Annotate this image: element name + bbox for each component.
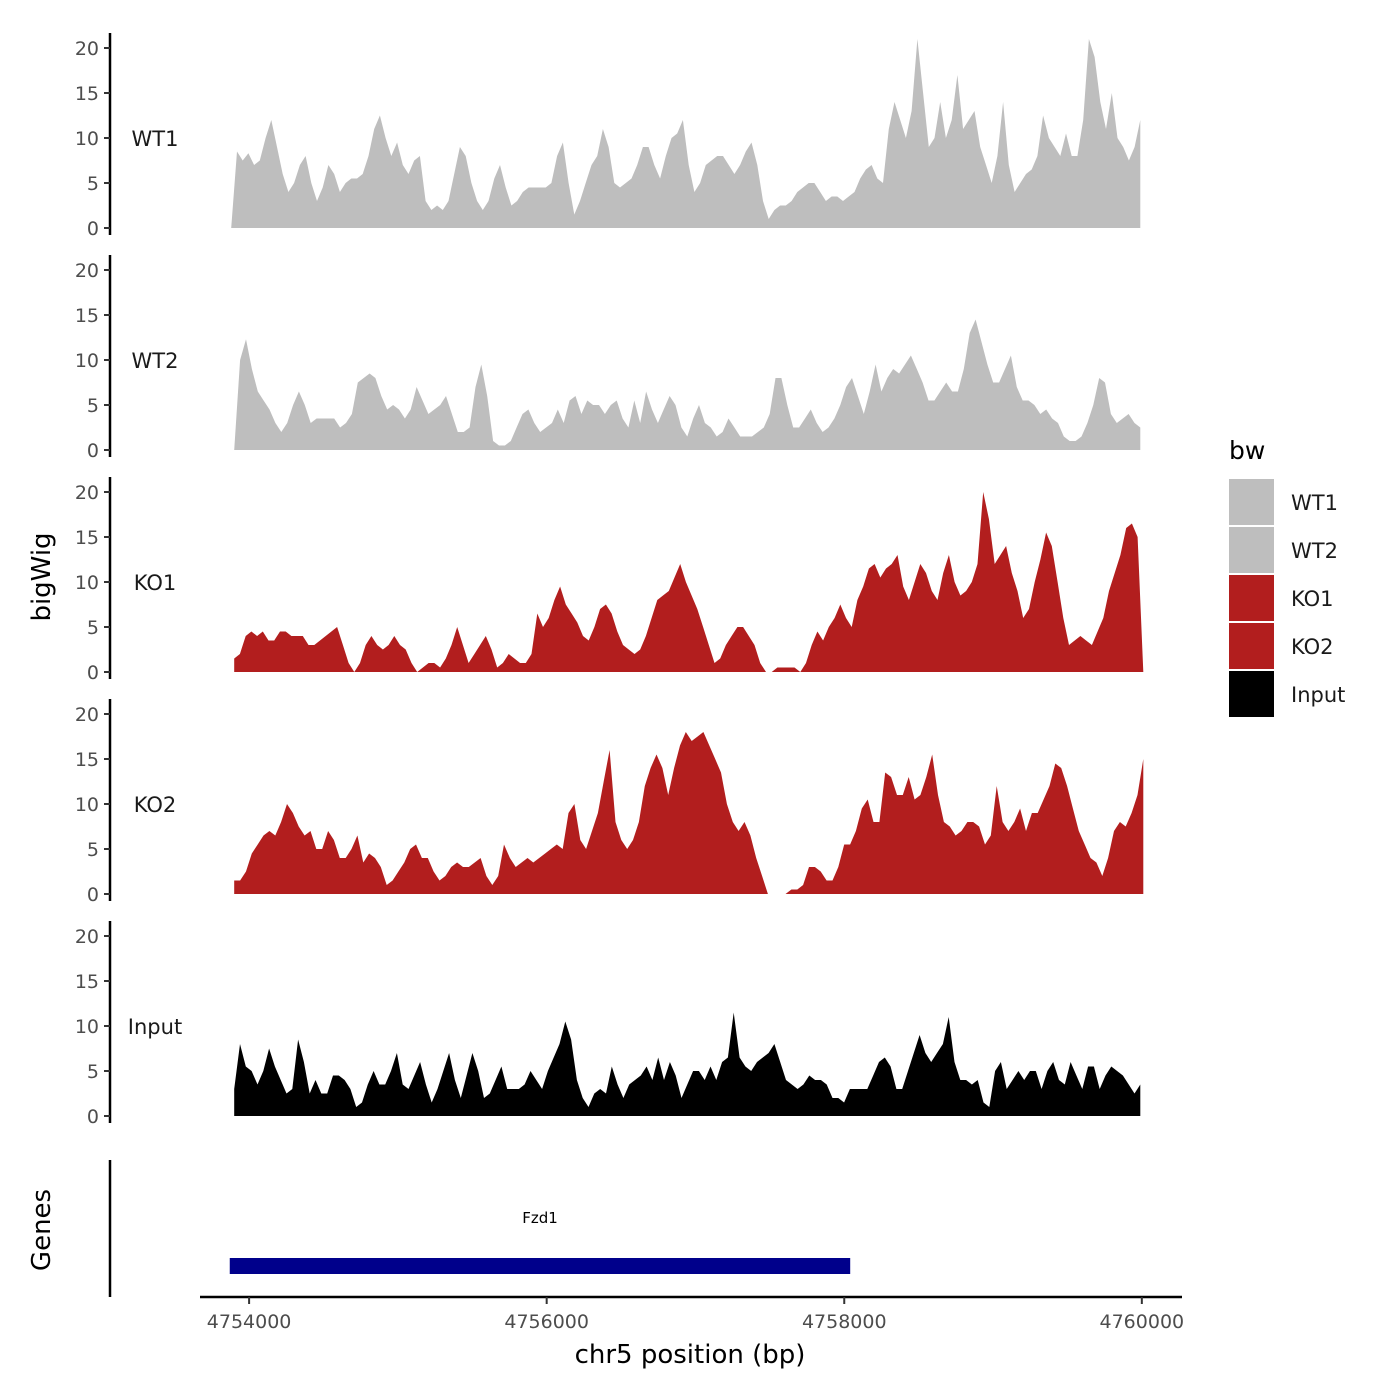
legend-title: bw bbox=[1229, 436, 1265, 465]
tracks-layer: 0 5 10 15 20 WT1 0 5 10 15 20 WT2 0 5 10 15 20 KO1 0 5 10 15 2… bbox=[75, 33, 1144, 1128]
genes-axis-title: Genes bbox=[27, 1189, 57, 1271]
y-tick-label: 5 bbox=[87, 395, 99, 417]
legend-key-ko1 bbox=[1229, 575, 1274, 621]
y-tick-label: 15 bbox=[75, 971, 99, 993]
track-panel-ko2: 0 5 10 15 20 KO2 bbox=[75, 699, 1144, 906]
y-tick-label: 0 bbox=[87, 884, 99, 906]
x-axis: 4754000 4756000 4758000 4760000 bbox=[200, 1295, 1185, 1333]
legend-label-ko2: KO2 bbox=[1291, 635, 1334, 659]
y-tick-label: 0 bbox=[87, 1106, 99, 1128]
y-tick-label: 20 bbox=[75, 38, 99, 60]
track-panel-wt2: 0 5 10 15 20 WT2 bbox=[75, 255, 1141, 462]
y-tick-label: 20 bbox=[75, 482, 99, 504]
y-tick-label: 15 bbox=[75, 749, 99, 771]
y-tick-label: 20 bbox=[75, 260, 99, 282]
legend: bw WT1 WT2 KO1 KO2 Input bbox=[1229, 436, 1345, 717]
x-tick-label: 4756000 bbox=[504, 1311, 589, 1333]
legend-key-wt1 bbox=[1229, 479, 1274, 525]
x-tick-label: 4758000 bbox=[802, 1311, 887, 1333]
track-panel-wt1: 0 5 10 15 20 WT1 bbox=[75, 33, 1141, 240]
gene-bar-fzd1 bbox=[229, 1258, 851, 1274]
x-tick-label: 4760000 bbox=[1100, 1311, 1185, 1333]
y-tick-label: 10 bbox=[75, 1016, 99, 1038]
track-label-ko2: KO2 bbox=[134, 793, 177, 817]
legend-label-input: Input bbox=[1291, 683, 1345, 707]
x-tick-label: 4754000 bbox=[207, 1311, 292, 1333]
legend-key-input bbox=[1229, 671, 1274, 717]
legend-label-wt2: WT2 bbox=[1291, 539, 1338, 563]
y-tick-label: 10 bbox=[75, 794, 99, 816]
track-label-input: Input bbox=[128, 1015, 182, 1039]
y-tick-label: 0 bbox=[87, 662, 99, 684]
y-tick-label: 10 bbox=[75, 572, 99, 594]
y-tick-label: 0 bbox=[87, 218, 99, 240]
genes-layer: Fzd1 bbox=[108, 1160, 851, 1297]
x-axis-title: chr5 position (bp) bbox=[575, 1340, 806, 1370]
area-input bbox=[234, 1012, 1141, 1116]
y-axis-title: bigWig bbox=[27, 532, 57, 621]
track-label-wt2: WT2 bbox=[132, 349, 179, 373]
track-panel-ko1: 0 5 10 15 20 KO1 bbox=[75, 477, 1144, 684]
legend-key-wt2 bbox=[1229, 527, 1274, 573]
y-tick-label: 15 bbox=[75, 83, 99, 105]
track-label-wt1: WT1 bbox=[132, 127, 179, 151]
y-tick-label: 15 bbox=[75, 305, 99, 327]
legend-key-ko2 bbox=[1229, 623, 1274, 669]
y-tick-label: 5 bbox=[87, 173, 99, 195]
y-tick-label: 10 bbox=[75, 128, 99, 150]
area-ko1 bbox=[234, 492, 1144, 672]
y-tick-label: 20 bbox=[75, 926, 99, 948]
y-tick-label: 20 bbox=[75, 704, 99, 726]
gene-label-fzd1: Fzd1 bbox=[522, 1209, 558, 1227]
legend-label-wt1: WT1 bbox=[1291, 491, 1338, 515]
track-label-ko1: KO1 bbox=[134, 571, 177, 595]
y-tick-label: 0 bbox=[87, 440, 99, 462]
y-tick-label: 5 bbox=[87, 1061, 99, 1083]
legend-label-ko1: KO1 bbox=[1291, 587, 1334, 611]
area-wt1 bbox=[231, 39, 1141, 228]
track-panel-input: 0 5 10 15 20 Input bbox=[75, 921, 1141, 1128]
area-wt2 bbox=[234, 319, 1141, 450]
y-tick-label: 10 bbox=[75, 350, 99, 372]
y-tick-label: 15 bbox=[75, 527, 99, 549]
area-ko2 bbox=[234, 732, 1144, 894]
y-tick-label: 5 bbox=[87, 839, 99, 861]
y-tick-label: 5 bbox=[87, 617, 99, 639]
